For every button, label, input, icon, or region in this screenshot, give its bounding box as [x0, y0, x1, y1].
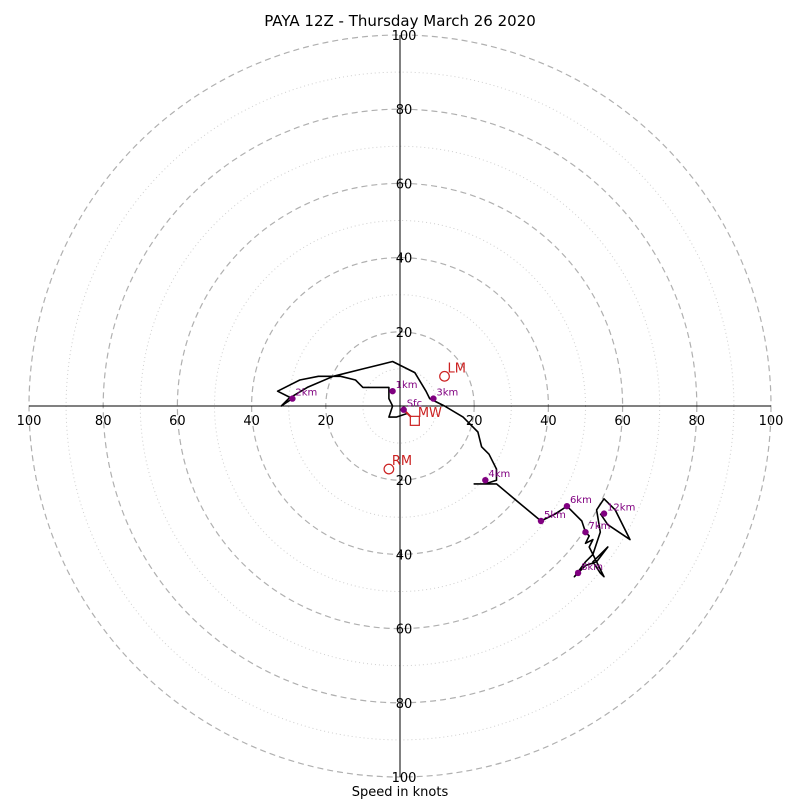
x-tick-label: 60 — [169, 414, 186, 429]
height-markers: Sfc 1km 2km 3km 4km 5km 6km 7km 8km 12km — [289, 380, 635, 577]
y-tick-label: 20 — [396, 474, 413, 489]
height-label-3km: 3km — [436, 388, 458, 399]
height-marker-12km — [600, 510, 608, 517]
height-marker-3km — [430, 395, 437, 402]
y-tick-label: 40 — [396, 252, 413, 267]
height-label-sfc: Sfc — [407, 399, 422, 410]
x-tick-label: 100 — [17, 414, 42, 429]
x-tick-label: 40 — [540, 414, 557, 429]
x-tick-label: 60 — [614, 414, 631, 429]
storm-motion-rm — [383, 463, 395, 475]
height-marker-1km — [389, 387, 396, 395]
tick-labels: 1001008080606040402020202040406060808010… — [17, 29, 784, 786]
height-marker-5km — [537, 517, 545, 525]
height-marker-7km — [582, 528, 589, 536]
storm-motions: LM MW RM — [383, 361, 466, 475]
height-marker-4km — [482, 477, 489, 484]
y-tick-label: 40 — [396, 548, 413, 563]
x-tick-label: 80 — [95, 414, 112, 429]
height-label-12km: 12km — [607, 503, 635, 514]
x-tick-label: 40 — [243, 414, 260, 429]
height-marker-sfc — [400, 406, 407, 413]
height-label-2km: 2km — [295, 388, 317, 399]
y-tick-label: 20 — [396, 326, 413, 341]
height-label-8km: 8km — [581, 562, 603, 573]
height-label-6km: 6km — [570, 495, 592, 506]
storm-motion-label-mw: MW — [418, 406, 442, 421]
height-label-1km: 1km — [396, 380, 418, 391]
y-tick-label: 80 — [396, 103, 413, 118]
y-tick-label: 100 — [392, 29, 417, 44]
height-marker-2km — [289, 395, 296, 402]
x-tick-label: 80 — [689, 414, 706, 429]
storm-motion-mw — [409, 415, 420, 426]
height-label-4km: 4km — [488, 469, 510, 480]
height-marker-8km — [574, 569, 582, 577]
x-tick-label: 20 — [318, 414, 335, 429]
x-tick-label: 100 — [759, 414, 784, 429]
storm-motion-label-rm: RM — [392, 454, 412, 469]
x-axis-label: Speed in knots — [352, 785, 449, 800]
hodograph-trace — [276, 360, 631, 578]
storm-motion-lm — [439, 370, 450, 382]
height-marker-6km — [563, 502, 571, 510]
height-label-7km: 7km — [589, 521, 611, 532]
y-tick-label: 80 — [396, 697, 413, 712]
y-tick-label: 100 — [392, 771, 417, 786]
height-label-5km: 5km — [544, 510, 566, 521]
y-tick-label: 60 — [396, 623, 413, 638]
storm-motion-label-lm: LM — [448, 361, 466, 376]
axes — [29, 35, 771, 777]
chart-title: PAYA 12Z - Thursday March 26 2020 — [264, 12, 536, 30]
y-tick-label: 60 — [396, 177, 413, 192]
